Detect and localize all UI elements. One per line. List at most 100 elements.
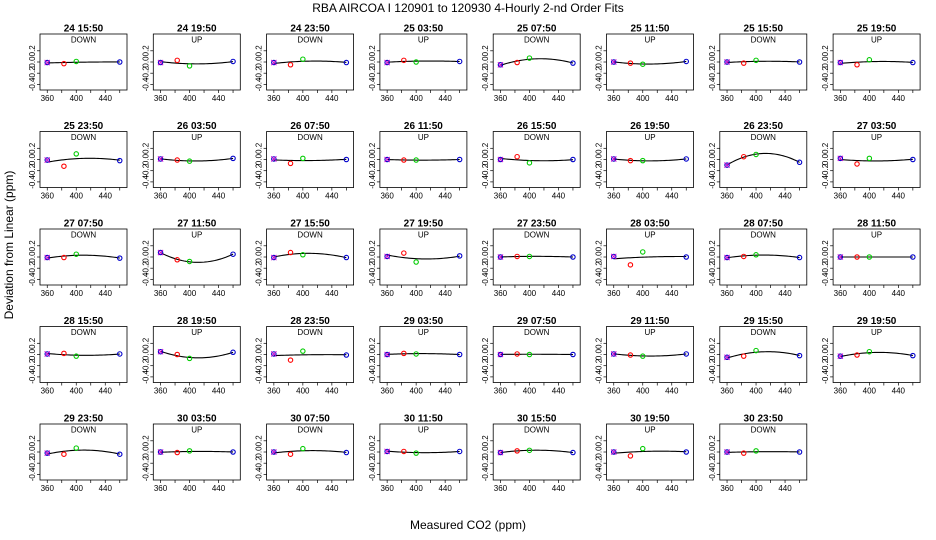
x-tick-label: 360 (267, 94, 281, 103)
panel-direction: UP (871, 36, 882, 45)
panel-time: 25 19:50 (857, 24, 897, 35)
data-point (384, 448, 390, 455)
data-point (343, 254, 350, 261)
fit-curve (726, 254, 800, 259)
cross-marker (837, 59, 844, 66)
y-tick-label: -0.2 (595, 163, 604, 177)
data-point (639, 157, 646, 164)
panel-time: 28 11:50 (857, 219, 896, 230)
y-tick-label: 0.0 (708, 56, 717, 68)
data-point (526, 160, 533, 166)
fit-curve (613, 158, 687, 162)
x-tick-label: 360 (380, 192, 394, 201)
y-tick-label: -0.2 (595, 358, 604, 372)
fit-curve (840, 60, 913, 64)
data-point (514, 153, 520, 160)
panel-time: 26 19:50 (630, 121, 670, 132)
data-point (343, 449, 350, 456)
data-point (343, 352, 350, 358)
fit-curve (500, 58, 574, 66)
cross-marker (837, 155, 844, 162)
y-tick-label: -0.4 (821, 369, 830, 383)
y-tick-label: 0.0 (708, 153, 717, 165)
data-point (384, 59, 390, 66)
panel-direction: DOWN (71, 328, 97, 337)
cross-marker (270, 351, 277, 357)
x-tick-label: 440 (552, 94, 566, 103)
x-tick-label: 400 (749, 289, 763, 298)
data-point (287, 357, 294, 363)
fit-curve (160, 252, 234, 263)
cross-marker (44, 254, 51, 261)
panel-time: 28 19:50 (177, 316, 217, 327)
fit-curve (160, 157, 234, 162)
y-tick-label: -0.4 (255, 174, 264, 188)
fit-curve (500, 255, 573, 258)
x-tick-label: 440 (99, 484, 113, 493)
cross-marker (610, 449, 617, 455)
data-point (854, 161, 860, 167)
y-tick-label: 0.2 (368, 45, 377, 57)
data-point (186, 258, 193, 265)
x-tick-label: 440 (438, 387, 452, 396)
x-tick-label: 360 (154, 484, 168, 493)
data-point (117, 157, 123, 164)
data-point (526, 55, 533, 61)
y-tick-label: 0.2 (28, 142, 37, 154)
x-tick-label: 360 (834, 192, 848, 201)
data-point (230, 349, 236, 356)
x-tick-label: 400 (296, 94, 310, 103)
y-tick-label: 0.2 (28, 45, 37, 57)
data-point (73, 58, 80, 65)
y-tick-label: -0.4 (368, 467, 377, 481)
y-tick-label: -0.4 (708, 369, 717, 383)
data-point (866, 254, 873, 260)
data-point (230, 155, 236, 162)
data-point (796, 59, 803, 65)
data-point (73, 151, 80, 157)
panel-time: 27 23:50 (517, 219, 557, 230)
cross-marker (270, 59, 277, 66)
data-point (724, 254, 730, 261)
fit-curve (613, 450, 687, 454)
y-tick-label: -0.2 (368, 66, 377, 80)
data-point (401, 350, 407, 357)
fit-curve (387, 254, 460, 260)
x-tick-label: 400 (409, 192, 423, 201)
panel-time: 28 03:50 (630, 219, 670, 230)
fit-curve (500, 157, 573, 162)
x-tick-label: 440 (99, 289, 113, 298)
x-tick-label: 360 (720, 387, 734, 396)
data-point (117, 451, 123, 457)
x-tick-label: 400 (523, 192, 537, 201)
data-point (287, 62, 294, 68)
panel-time: 25 23:50 (64, 121, 104, 132)
y-tick-label: -0.4 (595, 77, 604, 91)
data-point (73, 353, 80, 359)
x-tick-label: 440 (892, 94, 906, 103)
y-tick-label: 0.0 (141, 251, 150, 263)
x-tick-label: 400 (409, 289, 423, 298)
x-tick-label: 440 (552, 484, 566, 493)
data-point (271, 351, 277, 357)
cross-marker (384, 351, 391, 358)
y-tick-label: 0.2 (255, 142, 264, 154)
data-point (570, 351, 576, 358)
data-point (753, 151, 759, 158)
x-tick-label: 400 (863, 94, 877, 103)
data-point (174, 157, 180, 163)
data-point (497, 62, 504, 68)
cross-marker (497, 449, 504, 456)
x-tick-label: 360 (154, 94, 168, 103)
data-point (627, 352, 634, 358)
y-tick-label: -0.2 (821, 358, 830, 372)
